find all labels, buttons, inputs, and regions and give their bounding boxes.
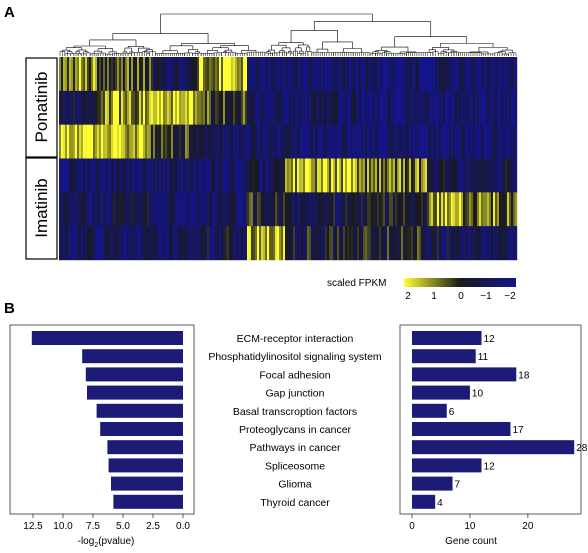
left-axis-title: -log2(pvalue) [78, 536, 135, 549]
gene-count-bar [412, 422, 511, 436]
pathway-term-labels: ECM-receptor interaction Phosphatidylinos… [208, 333, 382, 509]
gene-count-bar [412, 403, 447, 418]
pvalue-bar [100, 422, 183, 436]
pathway-term-label: Spliceosome [265, 460, 325, 472]
pvalue-bar [31, 331, 183, 345]
legend-color-bar [404, 278, 516, 287]
left-pvalue-chart: 12.5 10.0 7.5 5.0 2.5 0.0 -log2(pvalue) [9, 324, 195, 549]
pathway-term-label: Proteoglycans in cancer [239, 424, 352, 436]
left-tick-label: 5.0 [116, 521, 130, 532]
legend-tick-label: −2 [504, 291, 516, 302]
pathway-term-label: ECM-receptor interaction [237, 333, 354, 345]
legend-tick-label: 0 [458, 291, 464, 302]
left-tick-label: 7.5 [86, 521, 100, 532]
gene-count-bar [412, 476, 453, 491]
pathway-term-label: Focal adhesion [259, 369, 330, 381]
right-axis-title: Gene count [445, 536, 497, 547]
gene-count-bar [412, 367, 517, 382]
pvalue-bar [82, 349, 183, 364]
pvalue-bar [111, 476, 183, 491]
legend-tick-label: −1 [480, 291, 492, 302]
gene-count-value-label: 12 [484, 461, 496, 472]
gene-count-bar [412, 385, 470, 400]
pathway-term-label: Pathways in cancer [249, 442, 341, 454]
group-label-ponatinib: Ponatinib [32, 72, 51, 143]
group-label-imatinib: Imatinib [32, 178, 51, 238]
pvalue-bar [108, 458, 183, 473]
color-legend: scaled FPKM 2 1 0 −1 −2 [327, 278, 516, 302]
pathway-term-label: Thyroid cancer [260, 497, 330, 509]
pathway-term-label: Phosphatidylinositol signaling system [208, 351, 382, 363]
pvalue-bar [85, 367, 183, 382]
gene-count-value-label: 10 [472, 389, 484, 400]
left-tick-label: 10.0 [53, 521, 73, 532]
right-tick-label: 20 [522, 521, 534, 532]
gene-count-bar [412, 440, 575, 455]
pvalue-bar [113, 494, 183, 509]
right-gene-count-chart: 12 11 18 10 6 17 28 12 7 4 0 10 20 Gene count [399, 324, 588, 547]
left-tick-label: 2.5 [146, 521, 160, 532]
gene-count-bar [412, 458, 482, 473]
row-group-ponatinib: Ponatinib [25, 57, 58, 158]
gene-count-value-label: 11 [478, 352, 489, 363]
gene-count-bar [412, 494, 436, 509]
pvalue-bar [107, 440, 183, 455]
right-tick-label: 10 [464, 521, 476, 532]
gene-count-value-label: 18 [518, 370, 530, 381]
pathway-term-label: Basal transcroption factors [233, 406, 357, 418]
left-tick-label: 0.0 [176, 521, 190, 532]
gene-count-value-label: 12 [484, 334, 496, 345]
left-tick-label: 12.5 [23, 521, 43, 532]
gene-count-value-label: 7 [455, 480, 461, 491]
pvalue-bar [87, 385, 183, 400]
row-group-imatinib: Imatinib [25, 157, 58, 260]
gene-count-value-label: 4 [437, 498, 443, 509]
gene-count-bar [412, 349, 476, 364]
column-dendrogram [59, 13, 517, 56]
gene-count-value-label: 17 [512, 425, 524, 436]
legend-tick-label: 2 [405, 291, 411, 302]
gene-count-bar [412, 331, 482, 345]
gene-count-value-label: 6 [449, 407, 455, 418]
expression-heatmap [59, 57, 518, 261]
pathway-term-label: Glioma [278, 479, 311, 491]
legend-title: scaled FPKM [327, 278, 386, 289]
panel-b-letter: B [4, 300, 15, 317]
panel-a-letter: A [4, 4, 15, 21]
right-tick-label: 0 [409, 521, 415, 532]
pvalue-bar [96, 403, 183, 418]
pathway-term-label: Gap junction [266, 388, 325, 400]
legend-tick-label: 1 [431, 291, 437, 302]
gene-count-value-label: 28 [576, 443, 588, 454]
